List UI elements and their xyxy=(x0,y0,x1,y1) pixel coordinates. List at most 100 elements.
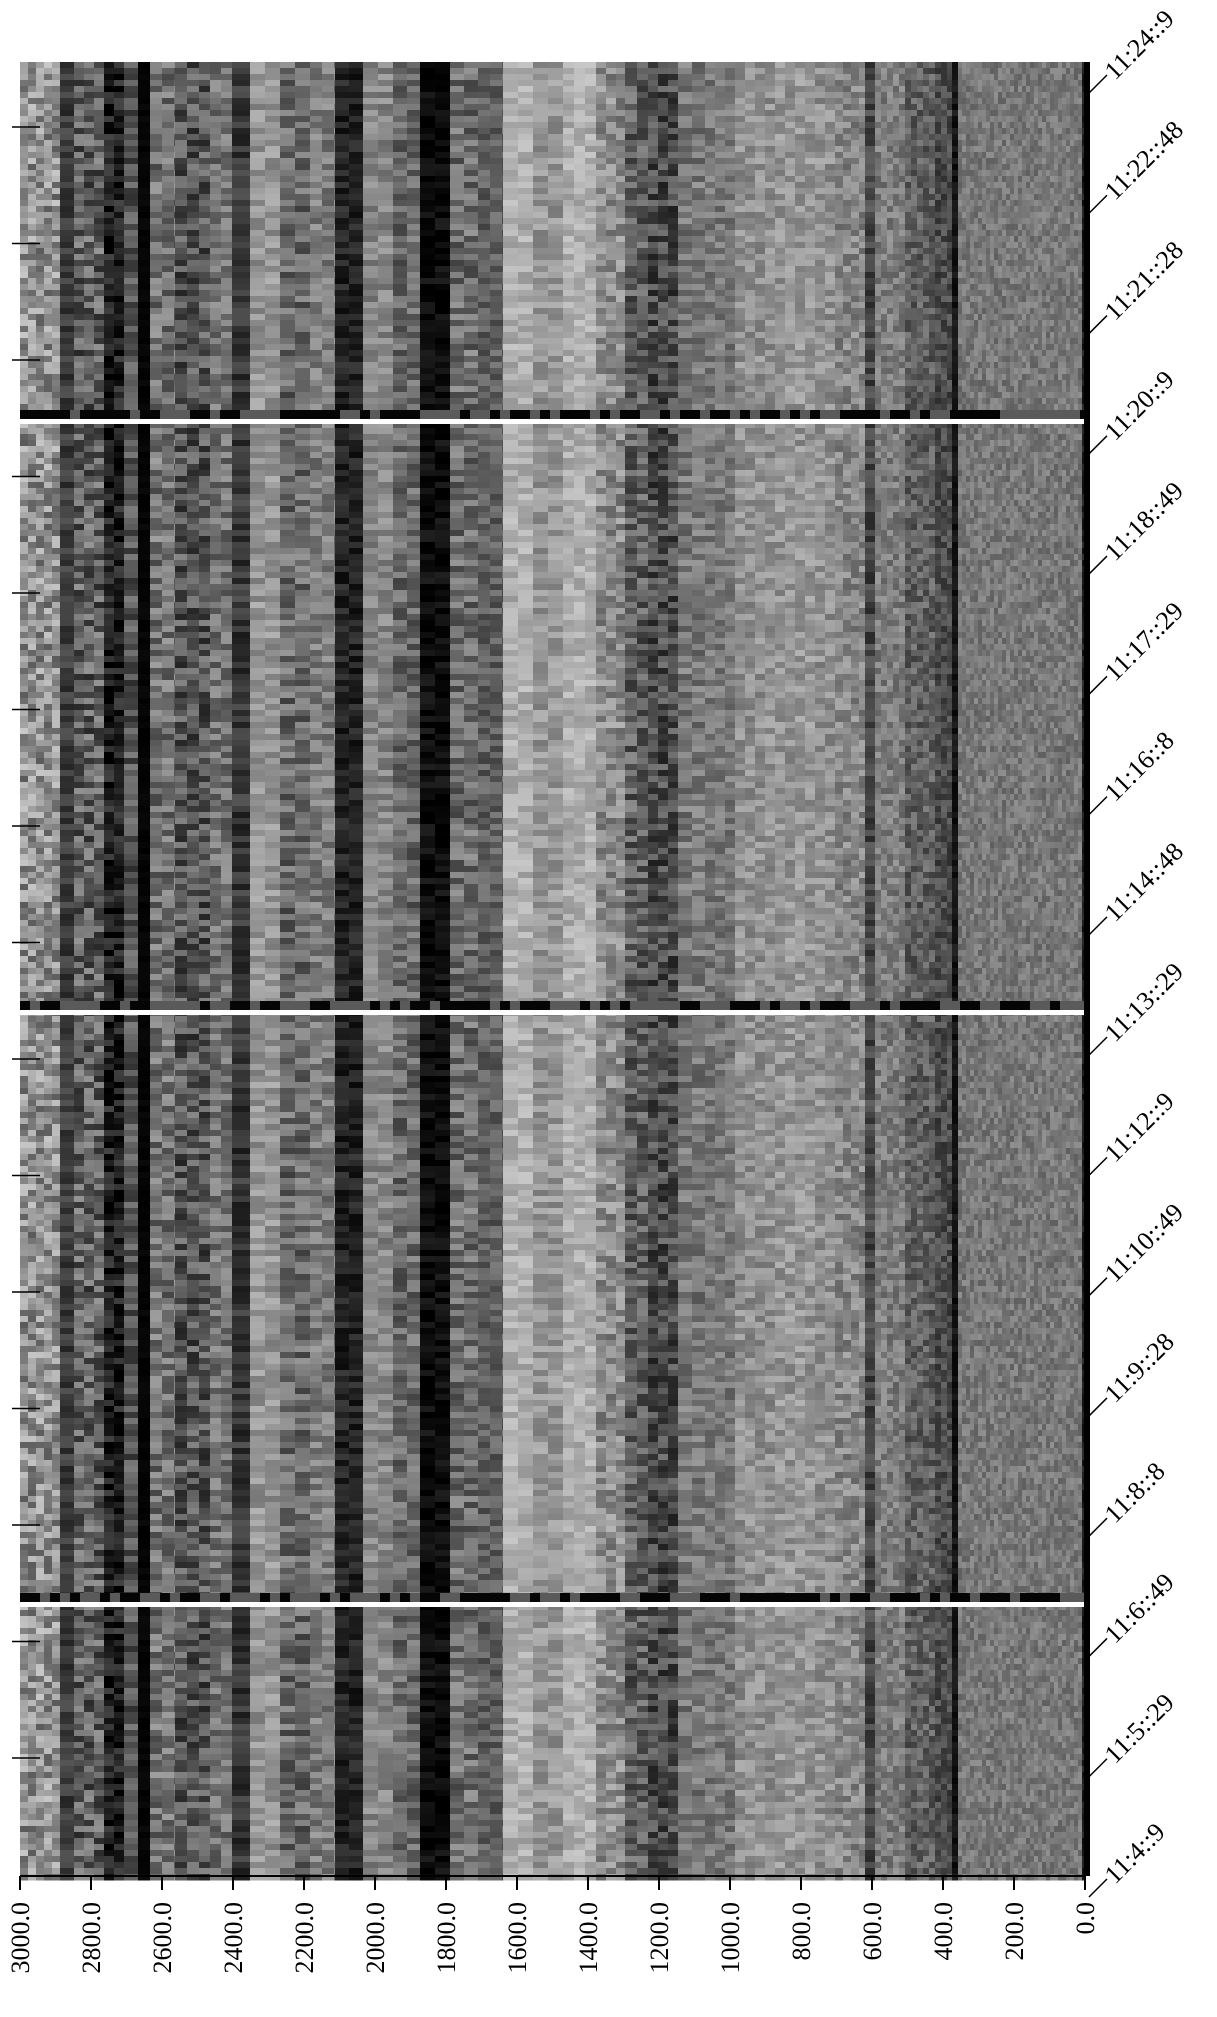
heatmap-cell xyxy=(36,1796,45,1803)
heatmap-cell xyxy=(20,518,29,525)
heatmap-cell xyxy=(20,74,29,81)
heatmap-cell xyxy=(52,1232,61,1239)
heatmap-cell xyxy=(20,1382,29,1389)
heatmap-cell xyxy=(74,1682,85,1689)
heatmap-cell xyxy=(28,1136,37,1143)
heatmap-cell xyxy=(52,542,61,549)
heatmap-cell xyxy=(44,1082,53,1089)
heatmap-cell xyxy=(60,152,75,159)
heatmap-cell xyxy=(104,1190,115,1197)
heatmap-cell xyxy=(94,572,105,579)
heatmap-cell xyxy=(104,1184,115,1191)
heatmap-cell xyxy=(104,506,115,513)
heatmap-cell xyxy=(36,1724,45,1731)
heatmap-cell xyxy=(84,926,95,933)
heatmap-cell xyxy=(84,836,95,843)
heatmap-cell xyxy=(104,1316,115,1323)
heatmap-cell xyxy=(84,1574,95,1581)
heatmap-cell xyxy=(28,506,37,513)
heatmap-cell xyxy=(36,1052,45,1059)
heatmap-cell xyxy=(124,1736,139,1743)
heatmap-cell xyxy=(104,1214,115,1221)
heatmap-cell xyxy=(124,1568,139,1575)
heatmap-cell xyxy=(44,1610,53,1617)
heatmap-cell xyxy=(84,1082,95,1089)
heatmap-cell xyxy=(36,1646,45,1653)
heatmap-cell xyxy=(52,1646,61,1653)
heatmap-cell xyxy=(114,788,125,795)
heatmap-cell xyxy=(20,170,29,177)
heatmap-cell xyxy=(28,194,37,201)
heatmap-cell xyxy=(20,1718,29,1725)
heatmap-cell xyxy=(60,530,75,537)
heatmap-cell xyxy=(52,1064,61,1071)
heatmap-cell xyxy=(124,836,139,843)
heatmap-cell xyxy=(20,1634,29,1641)
heatmap-cell xyxy=(84,134,95,141)
heatmap-cell xyxy=(94,1130,105,1137)
heatmap-cell xyxy=(84,1688,95,1695)
heatmap-cell xyxy=(52,926,61,933)
heatmap-cell xyxy=(114,224,125,231)
heatmap-cell xyxy=(74,776,85,783)
heatmap-cell xyxy=(60,1400,75,1407)
heatmap-cell xyxy=(138,728,151,735)
heatmap-cell xyxy=(138,842,151,849)
heatmap-cell xyxy=(114,1712,125,1719)
heatmap-cell xyxy=(20,908,29,915)
heatmap-cell xyxy=(20,254,29,261)
heatmap-cell xyxy=(52,980,61,987)
heatmap-cell xyxy=(104,1418,115,1425)
heatmap-cell xyxy=(20,1190,29,1197)
heatmap-cell xyxy=(60,1838,75,1845)
heatmap-cell xyxy=(44,614,53,621)
heatmap-cell xyxy=(94,338,105,345)
heatmap-cell xyxy=(138,566,151,573)
heatmap-cell xyxy=(104,1202,115,1209)
heatmap-cell xyxy=(74,530,85,537)
heatmap-cell xyxy=(124,1718,139,1725)
heatmap-cell xyxy=(36,206,45,213)
heatmap-cell xyxy=(20,278,29,285)
heatmap-cell xyxy=(74,656,85,663)
heatmap-cell xyxy=(44,1232,53,1239)
heatmap-cell xyxy=(52,830,61,837)
heatmap-cell xyxy=(36,938,45,945)
heatmap-cell xyxy=(124,314,139,321)
heatmap-cell xyxy=(124,1268,139,1275)
heatmap-cell xyxy=(20,962,29,969)
heatmap-cell xyxy=(84,332,95,339)
heatmap-cell xyxy=(44,80,53,87)
heatmap-cell xyxy=(44,620,53,627)
heatmap-cell xyxy=(114,1862,125,1869)
heatmap-cell xyxy=(104,686,115,693)
heatmap-cell xyxy=(52,1682,61,1689)
heatmap-cell xyxy=(20,1670,29,1677)
heatmap-cell xyxy=(28,626,37,633)
heatmap-cell xyxy=(28,68,37,75)
heatmap-cell xyxy=(52,1016,61,1023)
heatmap-cell xyxy=(94,974,105,981)
heatmap-cell xyxy=(104,1808,115,1815)
heatmap-cell xyxy=(124,956,139,963)
heatmap-cell xyxy=(74,1232,85,1239)
heatmap-cell xyxy=(52,476,61,483)
heatmap-cell xyxy=(104,1664,115,1671)
heatmap-cell xyxy=(28,452,37,459)
heatmap-cell xyxy=(44,1046,53,1053)
heatmap-cell xyxy=(36,458,45,465)
heatmap-cell xyxy=(60,626,75,633)
heatmap-cell xyxy=(124,1118,139,1125)
heatmap-cell xyxy=(20,746,29,753)
heatmap-cell xyxy=(36,1844,45,1851)
heatmap-cell xyxy=(84,1118,95,1125)
heatmap-cell xyxy=(94,1730,105,1737)
heatmap-cell xyxy=(44,164,53,171)
heatmap-cell xyxy=(74,1466,85,1473)
heatmap-cell xyxy=(138,224,151,231)
heatmap-cell xyxy=(60,920,75,927)
heatmap-cell xyxy=(20,224,29,231)
heatmap-cell xyxy=(84,1430,95,1437)
heatmap-cell xyxy=(60,266,75,273)
heatmap-cell xyxy=(124,1856,139,1863)
